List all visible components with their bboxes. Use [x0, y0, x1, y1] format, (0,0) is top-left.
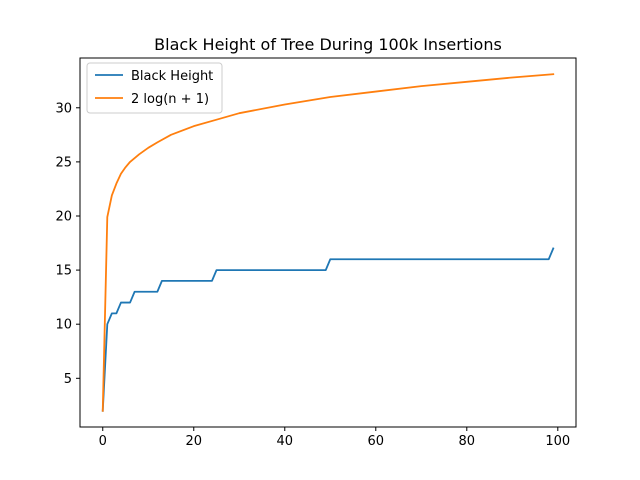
series-line-1 — [101, 73, 555, 412]
series-line-0 — [101, 247, 555, 412]
x-tick-label: 40 — [276, 434, 293, 449]
x-tick-label: 80 — [459, 434, 476, 449]
axes-frame — [79, 57, 577, 428]
y-tick-label: 5 — [64, 372, 72, 387]
chart-title: Black Height of Tree During 100k Inserti… — [154, 35, 502, 54]
x-tick-label: 0 — [99, 434, 107, 449]
y-tick-label: 10 — [55, 318, 72, 333]
y-tick-label: 30 — [55, 101, 72, 116]
legend-label-1: 2 log(n + 1) — [131, 92, 209, 107]
y-tick-label: 20 — [55, 209, 72, 224]
plot-area: 0 20 40 60 80 100 5 10 15 20 25 30 Black Height 2 log… — [55, 57, 577, 449]
x-tick-label: 20 — [185, 434, 202, 449]
legend-label-0: Black Height — [131, 69, 213, 84]
y-tick-label: 15 — [55, 264, 72, 279]
x-tick-label: 100 — [545, 434, 570, 449]
x-tick-label: 60 — [368, 434, 385, 449]
y-tick-label: 25 — [55, 155, 72, 170]
